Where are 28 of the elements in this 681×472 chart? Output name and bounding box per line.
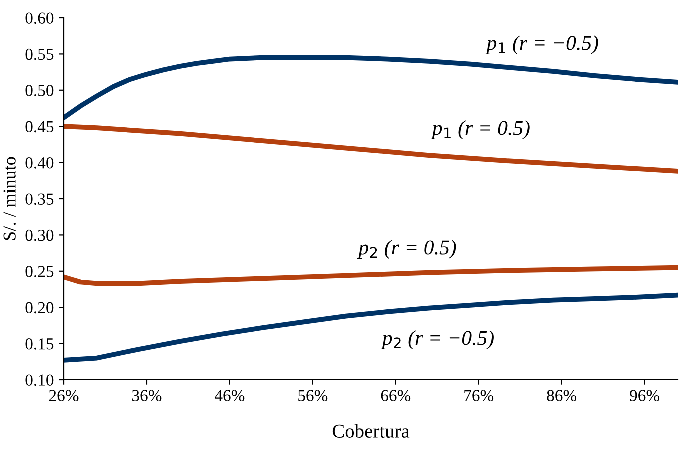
x-tick-label: 46% — [214, 390, 245, 402]
y-tick-label: 0.10 — [26, 374, 54, 386]
y-tick-label: 0.60 — [26, 12, 54, 24]
line-series — [64, 265, 678, 286]
y-tick-label: 0.35 — [26, 194, 54, 206]
x-tick-label: 66% — [381, 390, 411, 402]
series-label: p$_{2}$ (r = 0.5) — [357, 240, 456, 259]
series-label: p$_{2}$ (r = −0.5) — [381, 330, 494, 350]
series-label: p$_{1}$ (r = −0.5) — [486, 36, 598, 54]
y-axis-title: S/. / minuto — [4, 157, 16, 240]
y-tick-label: 0.25 — [26, 266, 54, 278]
x-tick-label: 96% — [630, 390, 660, 402]
line-series — [64, 292, 678, 363]
y-tick-label: 0.40 — [26, 158, 54, 169]
y-tick-label: 0.15 — [26, 338, 54, 350]
line-series — [64, 55, 678, 120]
y-tick-label: 0.30 — [26, 230, 54, 242]
y-tick-label: 0.20 — [26, 302, 54, 314]
y-tick-label: 0.55 — [26, 48, 54, 60]
x-tick-label: 76% — [464, 390, 494, 402]
y-tick-label: 0.50 — [26, 85, 54, 96]
x-tick-label: 36% — [132, 390, 162, 402]
x-axis-title: Cobertura — [332, 424, 410, 438]
y-tick-label: 0.45 — [26, 121, 54, 133]
x-tick-label: 86% — [547, 390, 577, 402]
x-tick-label: 56% — [298, 390, 328, 402]
x-tick-label: 26% — [49, 390, 79, 402]
series-label: p$_{1}$ (r = 0.5) — [431, 120, 530, 140]
